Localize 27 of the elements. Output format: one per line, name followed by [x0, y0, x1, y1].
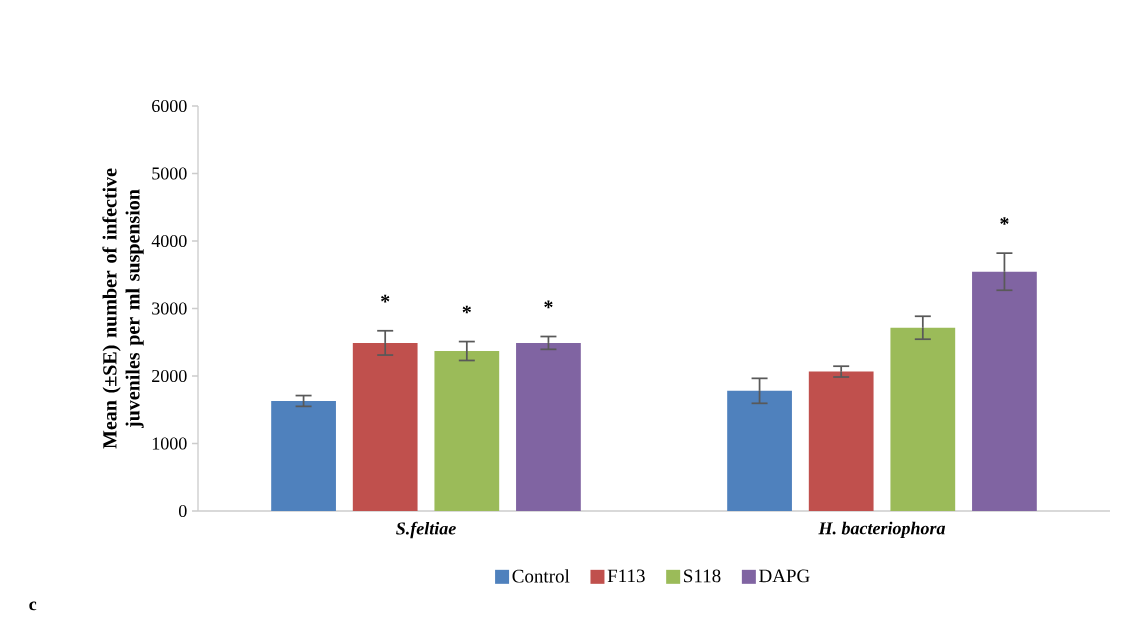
bar — [516, 342, 581, 511]
x-tick-label: H. bacteriophora — [818, 521, 946, 539]
bar — [890, 327, 956, 511]
bar — [271, 400, 336, 511]
bar — [352, 342, 418, 511]
y-axis-title: Mean (±SE) number of infective juveniles per ml suspension — [102, 168, 144, 449]
data-label: * — [1000, 217, 1009, 225]
data-label: * — [381, 294, 390, 303]
legend-label: F113 — [607, 569, 645, 583]
bar — [808, 371, 874, 511]
data-label: * — [544, 300, 553, 309]
y-tick-label: 5000 — [152, 167, 187, 180]
legend-label: DAPG — [759, 569, 810, 583]
y-tick-label: 3000 — [152, 302, 187, 315]
y-tick-label: 1000 — [152, 437, 187, 450]
bar — [434, 351, 500, 511]
legend-label: Control — [512, 569, 570, 583]
text: c — [29, 601, 37, 611]
y-tick-label: 0 — [178, 504, 187, 518]
bar — [972, 271, 1037, 511]
y-tick-label: 2000 — [152, 369, 187, 383]
data-label: * — [462, 305, 471, 314]
y-tick-label: 4000 — [151, 234, 187, 248]
legend-label: S118 — [684, 569, 721, 583]
y-tick-label: 6000 — [152, 99, 187, 113]
bar — [727, 390, 792, 511]
x-tick-label: S.feltiae — [396, 521, 456, 539]
